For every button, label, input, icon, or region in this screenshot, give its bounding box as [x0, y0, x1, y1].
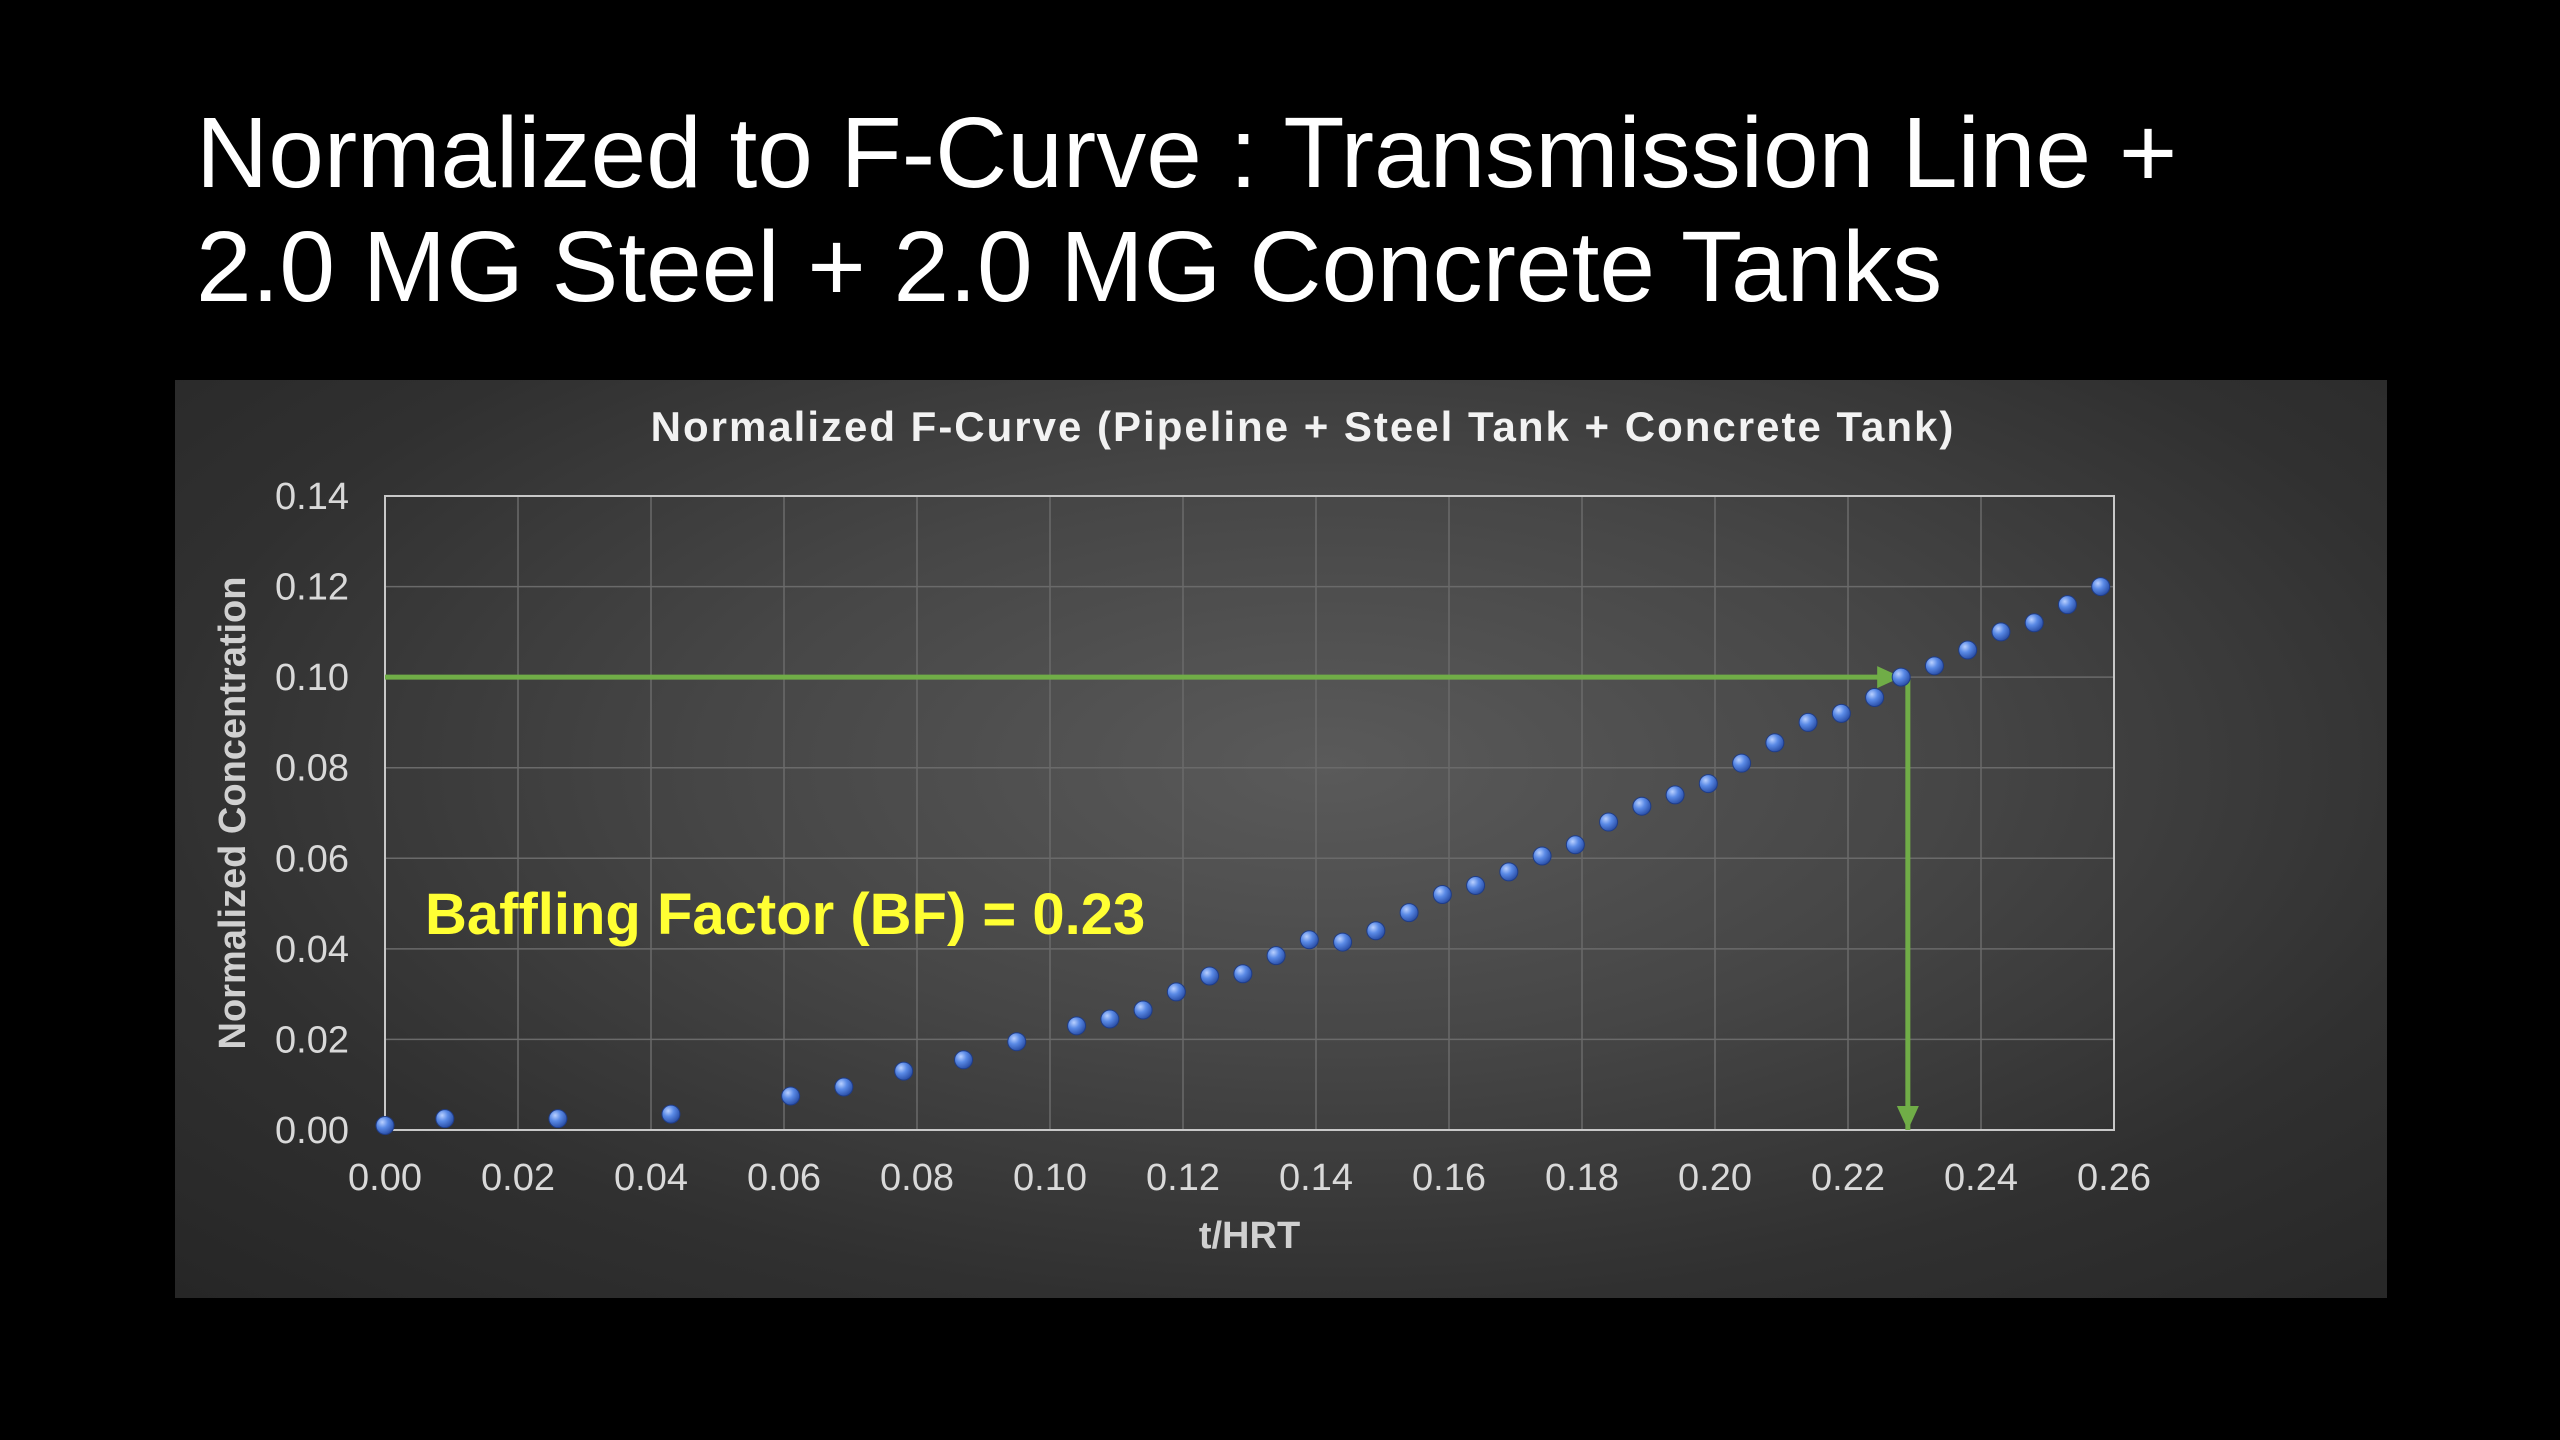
slide-title: Normalized to F-Curve : Transmission Lin…: [196, 96, 2456, 324]
x-tick-label: 0.02: [481, 1157, 555, 1199]
data-point: [1924, 656, 1944, 676]
data-points: [375, 577, 2111, 1135]
data-point: [1991, 622, 2011, 642]
data-point: [1665, 785, 1685, 805]
data-point: [1599, 812, 1619, 832]
data-point: [1299, 930, 1319, 950]
data-point: [1831, 703, 1851, 723]
y-tick-label: 0.08: [275, 748, 349, 790]
y-tick-label: 0.10: [275, 657, 349, 699]
data-point: [781, 1086, 801, 1106]
data-point: [1432, 885, 1452, 905]
data-point: [661, 1104, 681, 1124]
tick-labels: 0.00 0.02 0.04 0.06 0.08 0.10 0.12 0.14 0.16 0.18…: [275, 476, 2151, 1199]
data-point: [1067, 1016, 1087, 1036]
slide-title-line-2: 2.0 MG Steel + 2.0 MG Concrete Tanks: [196, 211, 1943, 323]
data-point: [1865, 688, 1885, 708]
chart-panel: Normalized F-Curve (Pipeline + Steel Tan…: [175, 380, 2387, 1298]
data-point: [2091, 577, 2111, 597]
x-tick-label: 0.16: [1412, 1157, 1486, 1199]
x-tick-label: 0.22: [1811, 1157, 1885, 1199]
data-point: [894, 1061, 914, 1081]
y-tick-label: 0.00: [275, 1110, 349, 1152]
data-point: [1632, 796, 1652, 816]
data-point: [1266, 946, 1286, 966]
x-tick-label: 0.24: [1944, 1157, 2018, 1199]
y-tick-label: 0.14: [275, 476, 349, 518]
y-axis-label: Normalized Concentration: [212, 577, 254, 1050]
data-point: [375, 1115, 395, 1135]
y-tick-label: 0.02: [275, 1019, 349, 1061]
x-tick-label: 0.14: [1279, 1157, 1353, 1199]
data-point: [1233, 964, 1253, 984]
chart-title: Normalized F-Curve (Pipeline + Steel Tan…: [651, 403, 1956, 450]
data-point: [1366, 921, 1386, 941]
reference-arrowhead: [1877, 666, 1902, 689]
x-tick-label: 0.08: [880, 1157, 954, 1199]
data-point: [2024, 613, 2044, 633]
x-tick-label: 0.18: [1545, 1157, 1619, 1199]
data-point: [1891, 667, 1911, 687]
data-point: [1333, 932, 1353, 952]
data-point: [1798, 712, 1818, 732]
data-point: [1007, 1032, 1027, 1052]
x-tick-label: 0.10: [1013, 1157, 1087, 1199]
data-point: [834, 1077, 854, 1097]
data-point: [1698, 774, 1718, 794]
data-point: [1399, 903, 1419, 923]
data-point: [1100, 1009, 1120, 1029]
f-curve-chart: Normalized F-Curve (Pipeline + Steel Tan…: [212, 403, 2151, 1257]
plot-area-border: [384, 495, 2115, 1131]
data-point: [548, 1109, 568, 1129]
x-tick-label: 0.04: [614, 1157, 688, 1199]
data-point: [1958, 640, 1978, 660]
x-tick-label: 0.20: [1678, 1157, 1752, 1199]
data-point: [1565, 835, 1585, 855]
data-point: [1166, 982, 1186, 1002]
x-tick-label: 0.00: [348, 1157, 422, 1199]
x-tick-label: 0.12: [1146, 1157, 1220, 1199]
reference-lines: [385, 666, 1919, 1130]
x-tick-label: 0.26: [2077, 1157, 2151, 1199]
x-tick-label: 0.06: [747, 1157, 821, 1199]
slide-title-line-1: Normalized to F-Curve : Transmission Lin…: [196, 97, 2178, 209]
baffling-factor-annotation: Baffling Factor (BF) = 0.23: [425, 882, 1145, 947]
gridlines: [384, 495, 2115, 1131]
y-tick-label: 0.06: [275, 838, 349, 880]
data-point: [435, 1109, 455, 1129]
data-point: [1732, 753, 1752, 773]
data-point: [1200, 966, 1220, 986]
y-tick-label: 0.12: [275, 567, 349, 609]
data-point: [1532, 846, 1552, 866]
data-point: [1765, 733, 1785, 753]
data-point: [954, 1050, 974, 1070]
data-point: [1499, 862, 1519, 882]
y-tick-label: 0.04: [275, 929, 349, 971]
data-point: [2057, 595, 2077, 615]
x-axis-label: t/HRT: [1199, 1215, 1300, 1257]
reference-arrowhead: [1896, 1106, 1919, 1130]
data-point: [1466, 875, 1486, 895]
data-point: [1133, 1000, 1153, 1020]
